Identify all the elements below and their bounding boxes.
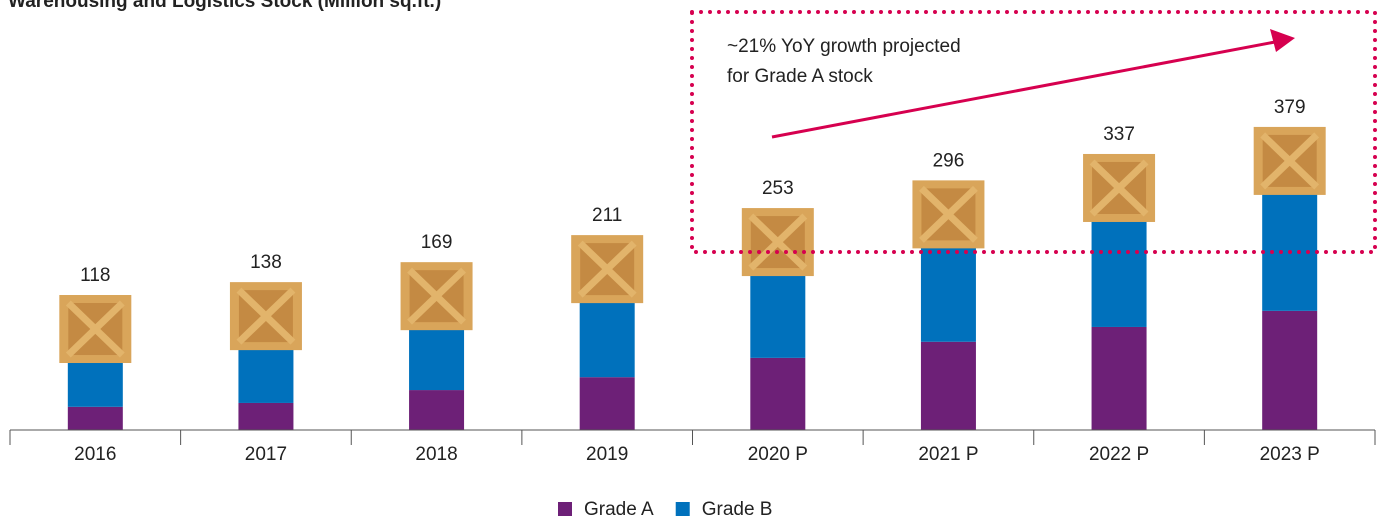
- arrowhead: [1270, 29, 1295, 52]
- crate: [1083, 153, 1156, 222]
- bar-segment: [238, 402, 294, 430]
- crate: [59, 295, 132, 364]
- annotation-arrow: [771, 40, 1276, 139]
- x-tick-label: 2016: [74, 444, 116, 465]
- crate-brace: [407, 267, 466, 325]
- crate: [400, 262, 473, 331]
- x-tick-label: 2019: [586, 444, 628, 465]
- bar-segment: [1262, 185, 1318, 311]
- total-label: 211: [592, 205, 622, 226]
- crate-brace: [1089, 159, 1149, 217]
- annotation-text: for Grade A stock: [727, 66, 873, 87]
- bar-segment: [920, 341, 976, 430]
- bar-segment: [579, 377, 635, 430]
- crate: [912, 180, 985, 249]
- bar-segment: [1091, 326, 1147, 430]
- bar-segment: [920, 239, 976, 342]
- crate-brace: [65, 300, 125, 358]
- crate-brace: [236, 287, 296, 345]
- x-tick-label: 2023 P: [1260, 444, 1320, 465]
- crate-brace: [1260, 132, 1320, 190]
- total-label: 337: [1103, 124, 1135, 145]
- annotation-box: [690, 10, 1377, 254]
- total-label: 253: [762, 178, 794, 199]
- total-label: 169: [421, 232, 453, 253]
- chart-title: Warehousing and Logistics Stock (Million…: [8, 0, 441, 12]
- annotation-text: ~21% YoY growth projected: [727, 36, 961, 57]
- x-tick-label: 2018: [415, 444, 457, 465]
- bar-segment: [67, 406, 123, 430]
- bar-segment: [1262, 310, 1318, 430]
- crate-brace: [577, 240, 637, 298]
- bar-segment: [750, 267, 806, 358]
- crate: [571, 235, 644, 304]
- bar-segment: [409, 390, 465, 430]
- total-label: 118: [80, 265, 110, 286]
- bar-segment: [238, 341, 294, 403]
- legend-label: Grade B: [702, 499, 773, 520]
- x-tick-label: 2022 P: [1089, 444, 1149, 465]
- x-tick-label: 2017: [245, 444, 287, 465]
- x-tick-label: 2020 P: [748, 444, 808, 465]
- x-tick-label: 2021 P: [918, 444, 978, 465]
- legend-swatch: [675, 502, 690, 516]
- bar-segment: [579, 294, 635, 378]
- legend-label: Grade A: [584, 499, 654, 520]
- bar-segment: [409, 321, 465, 391]
- total-label: 296: [933, 150, 965, 171]
- total-label: 138: [250, 252, 282, 273]
- total-label: 379: [1274, 97, 1306, 118]
- legend-swatch: [558, 502, 572, 516]
- crate-brace: [748, 213, 808, 271]
- bar-segment: [1091, 212, 1147, 327]
- bar-segment: [750, 357, 806, 430]
- crate: [741, 208, 814, 277]
- crate-brace: [919, 185, 978, 243]
- crate: [1253, 126, 1326, 195]
- crate: [229, 282, 302, 351]
